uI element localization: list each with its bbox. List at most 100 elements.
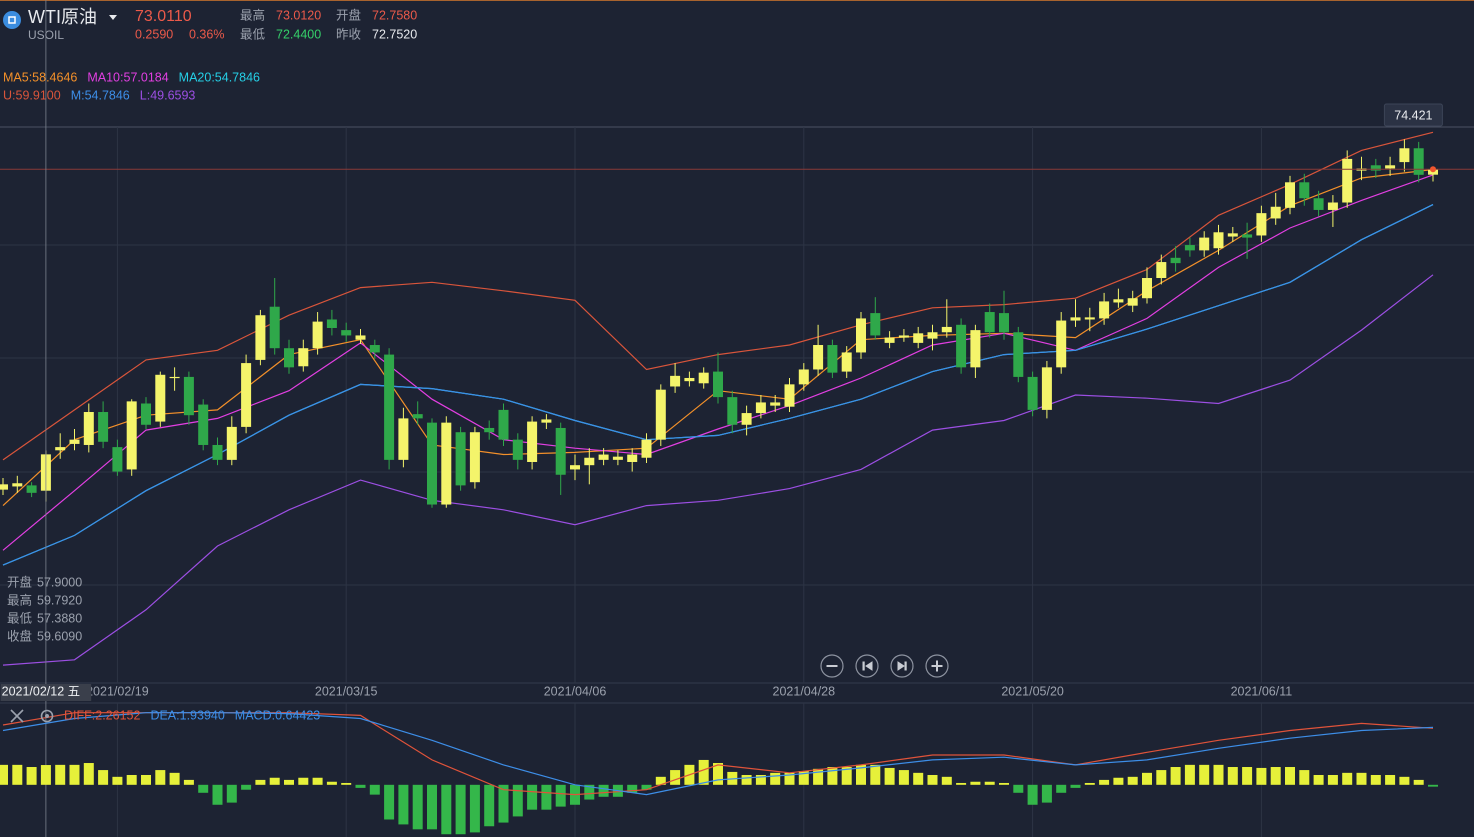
tooltip-label: 收盘 xyxy=(7,628,32,643)
candle-body xyxy=(1399,148,1410,163)
candle-body xyxy=(655,389,666,440)
icon xyxy=(862,661,865,671)
icon xyxy=(10,709,24,723)
macd-bar xyxy=(512,784,523,817)
macd-bar xyxy=(956,782,967,785)
macd-bar xyxy=(1242,767,1253,785)
candle-body xyxy=(684,377,695,382)
icon xyxy=(904,661,907,671)
macd-bar xyxy=(827,767,838,785)
candle-body xyxy=(784,384,795,407)
candle-body xyxy=(212,444,223,460)
macd-bar xyxy=(298,777,309,785)
macd-bar xyxy=(1428,784,1438,787)
candle-body xyxy=(612,456,623,460)
macd-bar xyxy=(1027,784,1038,805)
candle-body xyxy=(398,418,409,460)
macd-bar xyxy=(1313,774,1324,785)
macd-bar xyxy=(1399,776,1410,785)
candle-body xyxy=(255,315,266,360)
macd-bar xyxy=(98,770,109,785)
tooltip-value: 59.7920 xyxy=(37,593,82,607)
stat-value: 72.7580 xyxy=(372,8,417,22)
step-back-button[interactable] xyxy=(855,654,879,678)
candle-body xyxy=(241,363,252,427)
candle-body xyxy=(1027,376,1038,410)
candle-body xyxy=(155,374,166,422)
candle-body xyxy=(641,439,652,458)
legend-entry: DEA:1.93940 xyxy=(150,708,224,722)
candle-body xyxy=(1170,257,1181,264)
candle-body xyxy=(627,454,638,462)
macd-bar xyxy=(970,781,981,785)
macd-bar xyxy=(1227,767,1238,785)
macd-bar xyxy=(713,763,723,785)
macd-bar xyxy=(1113,777,1124,785)
candle-body xyxy=(412,414,423,419)
candle-body xyxy=(112,447,123,472)
zoom-in-button[interactable] xyxy=(925,654,949,678)
candle-body xyxy=(1385,165,1396,169)
candle-body xyxy=(384,354,395,460)
candle-body xyxy=(898,335,909,338)
macd-bar xyxy=(441,784,452,835)
macd-bar xyxy=(212,784,223,805)
macd-bar xyxy=(1099,779,1110,785)
macd-bar xyxy=(1170,767,1181,785)
candle-body xyxy=(126,401,137,470)
candle-body xyxy=(1084,317,1095,320)
indicator-line xyxy=(2,712,1434,796)
candle-body xyxy=(341,330,352,336)
macd-bar xyxy=(1370,774,1381,785)
step-forward-button[interactable] xyxy=(890,654,914,678)
macd-bar xyxy=(1385,774,1396,785)
last-price: 73.0110 xyxy=(135,8,192,25)
x-tick-label: 2021/04/28 xyxy=(773,684,836,698)
macd-bar xyxy=(284,779,294,785)
icon xyxy=(40,709,54,723)
macd-bar xyxy=(40,765,51,785)
zoom-out-button[interactable] xyxy=(820,654,844,678)
candle-body xyxy=(26,485,37,493)
macd-bar xyxy=(1084,782,1095,785)
candle-body xyxy=(141,403,151,425)
candle-body xyxy=(870,313,881,336)
macd-bar xyxy=(1199,764,1210,785)
macd-bar xyxy=(141,774,151,785)
x-tick-label: 2021/02/19 xyxy=(86,684,149,698)
macd-bar xyxy=(83,763,94,785)
dropdown-caret[interactable] xyxy=(109,15,117,20)
macd-bar xyxy=(12,764,23,785)
candle-body xyxy=(1327,202,1338,210)
candle-body xyxy=(1099,301,1110,319)
candle-body xyxy=(226,426,237,460)
macd-bar xyxy=(784,772,795,785)
tooltip-label: 最高 xyxy=(7,592,32,607)
tooltip-label: 最低 xyxy=(7,611,33,625)
candle-body xyxy=(69,439,80,444)
candle-body xyxy=(884,337,895,343)
candle-body xyxy=(727,397,738,425)
candle-body xyxy=(1413,148,1424,175)
candle-body xyxy=(527,421,538,462)
candle-body xyxy=(269,306,280,349)
candle-body xyxy=(369,345,380,353)
macd-bar xyxy=(498,784,509,823)
close-indicator-button[interactable] xyxy=(10,709,24,723)
candle-body xyxy=(1056,320,1067,368)
candle-body xyxy=(1270,206,1281,219)
macd-bar xyxy=(1184,764,1195,785)
macd-bar xyxy=(341,782,352,785)
crosshair-date: 2021/02/12 五 xyxy=(2,684,81,698)
macd-bar xyxy=(527,784,538,810)
indicator-settings-button[interactable] xyxy=(40,709,54,723)
macd-bar xyxy=(655,776,666,785)
legend-entry: MA20:54.7846 xyxy=(179,70,260,84)
legend-entry: U:59.9100 xyxy=(3,88,61,102)
macd-bar xyxy=(1213,764,1224,785)
instrument-name[interactable]: WTI原油 xyxy=(28,7,97,27)
candle-body xyxy=(498,409,509,440)
candle-body xyxy=(541,419,552,423)
